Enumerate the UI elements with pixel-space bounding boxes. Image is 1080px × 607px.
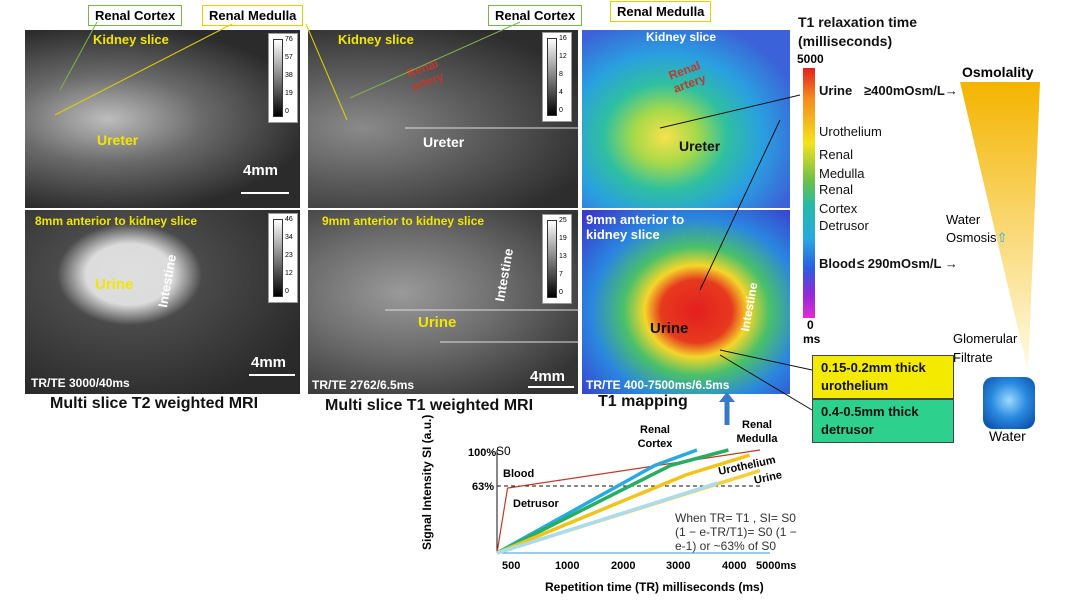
x-tick: 500 [502, 560, 521, 572]
detrusor-series-label: Detrusor [513, 498, 559, 510]
t1-colorbar [803, 68, 815, 318]
series-line-detrusor [496, 481, 719, 555]
chart-svg [496, 448, 770, 555]
detrusor-thickness-tag: 0.4-0.5mm thick detrusor [812, 399, 954, 443]
grayscale-bar: 46 34 23 12 0 [268, 213, 298, 303]
kidney-slice-label: Kidney slice [646, 30, 717, 44]
signal-intensity-chart: Signal Intensity SI (a.u.) 100% S0 63% B… [420, 415, 797, 600]
params-label: TR/TE 3000/40ms [31, 376, 130, 390]
kidney-slice-label: Kidney slice [338, 32, 414, 47]
ureter-label: Ureter [423, 134, 465, 150]
t1-mri-kidney-slice: Kidney slice Renal artery Ureter 16 12 8 4 0 [308, 30, 578, 208]
legend-blood-osmolality: ≤ 290mOsm/L → [857, 256, 958, 271]
renal-medulla-callout: Renal Medulla [202, 5, 304, 26]
legend-blood: Blood [819, 256, 856, 271]
scale-label: 4mm [251, 354, 287, 371]
x-tick: 4000 [722, 560, 747, 572]
legend-urine: Urine [819, 83, 853, 98]
colorbar-min: 0 [807, 318, 814, 332]
x-tick: 2000 [611, 560, 636, 572]
t2-mri-anterior-slice: 8mm anterior to kidney slice Urine Intes… [25, 210, 300, 394]
t1-map-caption: T1 mapping [598, 393, 688, 410]
up-arrow-icon: ⇧ [996, 230, 1008, 245]
legend-renal: Renal [819, 147, 853, 162]
ureter-label: Ureter [679, 138, 721, 154]
t1-map-anterior-slice: 9mm anterior to kidney slice Intestine U… [582, 210, 790, 394]
legend-urine-osmolality: ≥400mOsm/L→ [864, 83, 958, 98]
y-axis-title: Signal Intensity SI (a.u.) [420, 414, 434, 550]
renal-cortex-callout: Renal Cortex [488, 5, 583, 26]
t1-caption: Multi slice T1 weighted MRI [325, 397, 534, 414]
series-line-urothelium [496, 453, 750, 555]
anterior-label: 8mm anterior to kidney slice [35, 214, 198, 228]
colorbar-title: T1 relaxation time (milliseconds) [798, 14, 918, 49]
scale-label: 4mm [243, 162, 279, 179]
grayscale-bar: 16 12 8 4 0 [542, 32, 572, 122]
glomerular-filtrate-label: Glomerular Filtrate [953, 331, 1018, 365]
x-axis-title: Repetition time (TR) milliseconds (ms) [545, 580, 764, 594]
urine-label: Urine [95, 276, 134, 293]
water-label: Water [989, 428, 1026, 444]
t2-caption: Multi slice T2 weighted MRI [50, 395, 259, 412]
t1-map-kidney-slice: Kidney slice Renal artery Ureter [582, 30, 790, 208]
legend-medulla: Medulla [819, 166, 865, 181]
water-drop-icon [983, 377, 1035, 429]
s0-label: S0 [496, 444, 511, 458]
scale-label: 4mm [530, 368, 566, 385]
osmolality-title: Osmolality [962, 64, 1034, 80]
colorbar-min-unit: ms [803, 332, 821, 346]
ureter-label: Ureter [97, 132, 139, 148]
series-line-renal-medulla [496, 448, 729, 555]
blood-series-label: Blood [503, 468, 535, 480]
x-tick: 3000 [666, 560, 691, 572]
params-label: TR/TE 400-7500ms/6.5ms [586, 378, 730, 392]
t1-mri-anterior-slice: 9mm anterior to kidney slice Intestine U… [308, 210, 578, 394]
kidney-slice-label: Kidney slice [93, 32, 169, 47]
renal-cortex-callout: Renal Cortex [88, 5, 183, 26]
y-tick-100: 100% [468, 447, 497, 459]
scale-bar [249, 374, 295, 376]
anterior-label: 9mm anterior to kidney slice [322, 214, 485, 228]
renal-cortex-series-label: Renal Cortex [637, 424, 673, 450]
anterior-label: 9mm anterior to kidney slice [586, 212, 685, 242]
x-tick: 5000ms [756, 560, 797, 572]
urine-label: Urine [650, 320, 689, 337]
grayscale-bar: 25 19 13 7 0 [542, 214, 572, 304]
legend-detrusor: Detrusor [819, 218, 869, 233]
scale-bar [241, 192, 289, 194]
water-osmosis-label: Water Osmosis⇧ [946, 212, 1008, 245]
urine-label: Urine [418, 314, 457, 331]
renal-medulla-series-label: Renal Medulla [736, 419, 778, 445]
y-tick-63: 63% [472, 481, 495, 493]
params-label: TR/TE 2762/6.5ms [312, 378, 415, 392]
t2-mri-kidney-slice: Kidney slice Ureter 4mm 76 57 38 19 0 [25, 30, 300, 208]
scale-bar [528, 386, 574, 388]
chart-annotation: When TR= T1 , SI= S0 (1 − e-TR/T1)= S0 (… [675, 511, 797, 553]
series-line-renal-cortex [496, 448, 698, 555]
legend-urothelium: Urothelium [819, 124, 882, 139]
x-tick: 1000 [555, 560, 580, 572]
grayscale-bar: 76 57 38 19 0 [268, 33, 298, 123]
legend-renal: Renal [819, 182, 853, 197]
renal-medulla-callout: Renal Medulla [610, 1, 712, 22]
urothelium-thickness-tag: 0.15-0.2mm thick urothelium [812, 355, 954, 399]
legend-cortex: Cortex [819, 201, 858, 216]
colorbar-max: 5000 [797, 52, 824, 66]
